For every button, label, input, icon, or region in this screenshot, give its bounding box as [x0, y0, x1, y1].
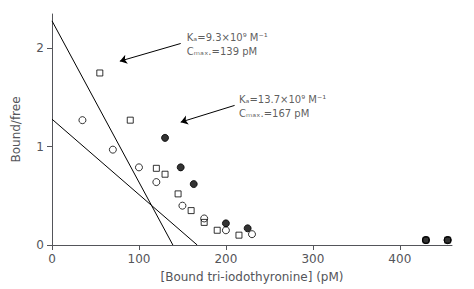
- svg-text:1: 1: [36, 140, 44, 154]
- svg-text:100: 100: [128, 252, 151, 266]
- svg-text:Cₘₐₓ.=167 pM: Cₘₐₓ.=167 pM: [239, 108, 309, 119]
- svg-text:0: 0: [48, 252, 56, 266]
- svg-text:200: 200: [214, 252, 237, 266]
- svg-text:2: 2: [36, 41, 44, 55]
- svg-text:Kₐ=13.7×10⁹ M⁻¹: Kₐ=13.7×10⁹ M⁻¹: [239, 94, 326, 105]
- svg-text:300: 300: [301, 252, 324, 266]
- svg-text:[Bound tri-iodothyronine] (pM): [Bound tri-iodothyronine] (pM): [160, 270, 343, 284]
- svg-text:Bound/free: Bound/free: [9, 96, 23, 162]
- svg-text:Kₐ=9.3×10⁹ M⁻¹: Kₐ=9.3×10⁹ M⁻¹: [187, 32, 268, 43]
- svg-text:Cₘₐₓ.=139 pM: Cₘₐₓ.=139 pM: [187, 46, 257, 57]
- svg-text:0: 0: [36, 238, 44, 252]
- svg-text:400: 400: [388, 252, 411, 266]
